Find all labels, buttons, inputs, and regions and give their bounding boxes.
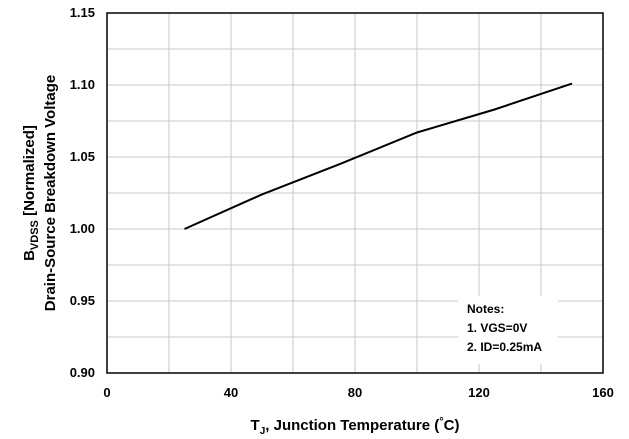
y-axis-symbol: B <box>21 250 38 261</box>
tick-labels: 0 40 80 120 160 0.90 0.95 1.00 1.05 1.10 1.15 <box>70 5 614 400</box>
notes-background <box>458 296 558 364</box>
y-axis-title-line1: BVDSS [Normalized] <box>21 125 41 261</box>
notes-item: 2. ID=0.25mA <box>467 340 542 354</box>
x-tick-label: 80 <box>348 385 362 400</box>
y-tick-label: 0.95 <box>70 293 95 308</box>
x-axis-symbol: T <box>251 417 260 434</box>
x-axis-title-text: , Junction Temperature ( <box>265 417 439 434</box>
x-tick-label: 120 <box>468 385 490 400</box>
y-axis-title-line2: Drain-Source Breakdown Voltage <box>42 75 59 311</box>
notes-item: 1. VGS=0V <box>467 321 527 335</box>
plot-area-frame <box>106 12 604 374</box>
y-tick-label: 1.15 <box>70 5 95 20</box>
y-axis-symbol-subscript: VDSS <box>29 220 41 250</box>
series-line <box>184 82 573 230</box>
notes-box: Notes: 1. VGS=0V 2. ID=0.25mA <box>458 296 558 364</box>
x-axis-symbol-subscript: J <box>260 426 266 437</box>
y-tick-label: 1.00 <box>70 221 95 236</box>
y-tick-label: 0.90 <box>70 365 95 380</box>
x-tick-label: 160 <box>592 385 614 400</box>
y-tick-label: 1.10 <box>70 77 95 92</box>
y-axis-normalized-label: [Normalized] <box>21 125 38 220</box>
series-layer <box>184 82 573 230</box>
degree-symbol: ° <box>439 416 443 428</box>
x-tick-label: 0 <box>103 385 110 400</box>
x-tick-label: 40 <box>224 385 238 400</box>
x-axis-unit: C) <box>444 417 460 434</box>
x-axis-title: TJ, Junction Temperature (°C) <box>251 416 460 437</box>
notes-title: Notes: <box>467 302 504 316</box>
y-tick-label: 1.05 <box>70 149 95 164</box>
